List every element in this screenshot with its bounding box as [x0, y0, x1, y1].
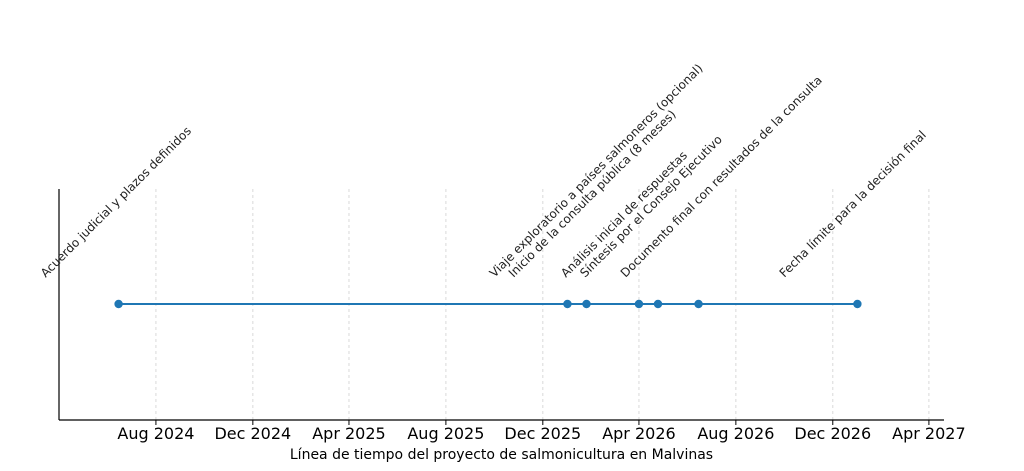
x-tick-label: Dec 2025	[504, 424, 581, 443]
event-point	[853, 299, 862, 309]
event-label: Acuerdo judicial y plazos definidos	[38, 124, 194, 280]
event-point	[582, 299, 591, 309]
axes-layer	[58, 189, 944, 421]
event-point	[634, 299, 644, 309]
event-label: Fecha límite para la decisión final	[777, 128, 929, 280]
x-tick-label: Apr 2026	[602, 424, 675, 443]
x-tick-label: Apr 2027	[892, 424, 965, 443]
event-point	[653, 299, 663, 309]
x-tick-label: Dec 2026	[794, 424, 871, 443]
event-point	[563, 299, 572, 309]
event-point	[694, 299, 703, 309]
x-tick-label: Aug 2025	[407, 424, 484, 443]
event-labels: Acuerdo judicial y plazos definidos Viaje…	[38, 61, 929, 280]
x-tick-label: Aug 2024	[117, 424, 194, 443]
x-tick-label: Aug 2026	[697, 424, 774, 443]
x-tick-label: Dec 2024	[214, 424, 291, 443]
event-label: Síntesis por el Consejo Ejecutivo	[577, 132, 725, 280]
event-label: Documento final con resultados de la con…	[618, 73, 825, 280]
series-layer	[114, 299, 862, 309]
x-axis-label: Línea de tiempo del proyecto de salmonic…	[290, 447, 713, 463]
x-ticks: Aug 2024 Dec 2024 Apr 2025 Aug 2025 Dec 2025…	[117, 420, 966, 443]
event-point	[114, 299, 123, 309]
x-tick-label: Apr 2025	[312, 424, 385, 443]
